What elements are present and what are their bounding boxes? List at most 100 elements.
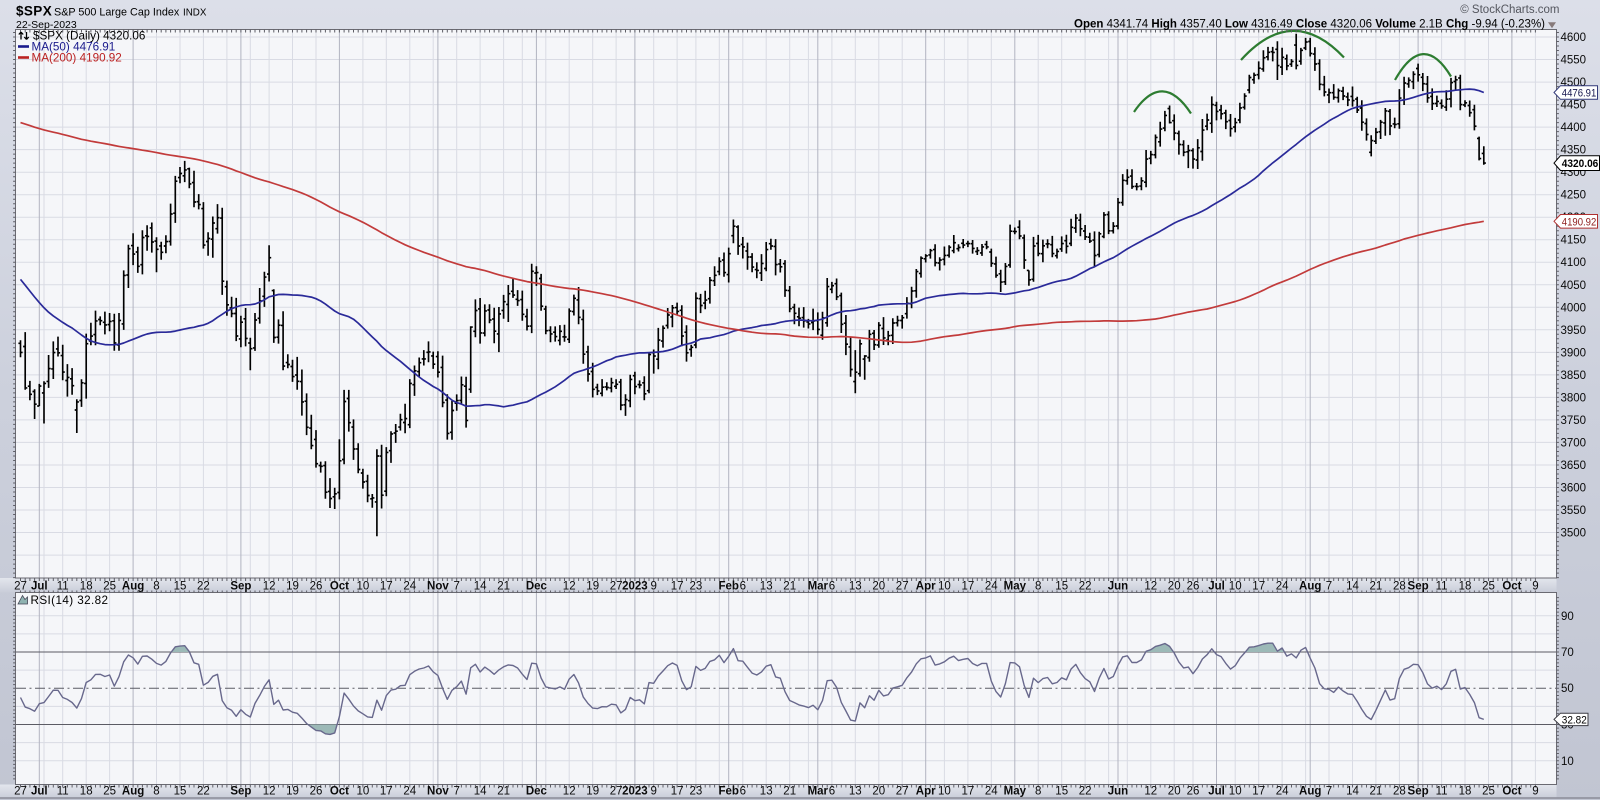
svg-text:17: 17: [962, 581, 975, 593]
svg-text:32.82: 32.82: [1562, 714, 1587, 726]
svg-text:19: 19: [286, 786, 299, 798]
svg-text:8: 8: [153, 786, 159, 798]
svg-text:3950: 3950: [1561, 325, 1587, 337]
svg-text:23: 23: [690, 786, 703, 798]
svg-text:4050: 4050: [1561, 280, 1587, 292]
svg-text:Sep: Sep: [230, 786, 251, 798]
svg-text:19: 19: [286, 581, 299, 593]
svg-text:Sep: Sep: [1408, 786, 1429, 798]
svg-text:8: 8: [1035, 581, 1041, 593]
svg-text:17: 17: [962, 786, 975, 798]
svg-text:RSI(14) 32.82: RSI(14) 32.82: [31, 594, 109, 607]
svg-text:3750: 3750: [1561, 415, 1587, 427]
svg-text:Sep: Sep: [1408, 581, 1429, 593]
svg-text:Jun: Jun: [1108, 581, 1128, 593]
svg-text:21: 21: [497, 786, 510, 798]
svg-text:S&P 500 Large Cap Index: S&P 500 Large Cap Index: [54, 7, 180, 19]
svg-text:27: 27: [896, 581, 909, 593]
svg-text:27: 27: [14, 581, 27, 593]
svg-text:19: 19: [586, 581, 599, 593]
svg-text:Feb: Feb: [718, 786, 738, 798]
svg-text:14: 14: [474, 581, 487, 593]
svg-text:3550: 3550: [1561, 505, 1587, 517]
svg-text:11: 11: [57, 581, 69, 593]
svg-text:Jul: Jul: [1208, 581, 1225, 593]
svg-text:4190.92: 4190.92: [1562, 216, 1597, 228]
svg-text:90: 90: [1561, 611, 1574, 623]
svg-text:18: 18: [80, 786, 93, 798]
svg-text:25: 25: [103, 786, 116, 798]
svg-text:22: 22: [197, 581, 210, 593]
svg-text:Oct: Oct: [1502, 581, 1521, 593]
svg-text:May: May: [1004, 581, 1027, 593]
svg-text:3900: 3900: [1561, 347, 1587, 359]
svg-text:Oct: Oct: [330, 581, 349, 593]
svg-text:4100: 4100: [1561, 257, 1587, 269]
svg-text:3700: 3700: [1561, 437, 1587, 449]
svg-text:20: 20: [1168, 786, 1181, 798]
svg-text:70: 70: [1561, 647, 1574, 659]
svg-text:50: 50: [1561, 683, 1574, 695]
svg-text:23: 23: [690, 581, 703, 593]
svg-text:22: 22: [197, 786, 210, 798]
svg-text:10: 10: [357, 581, 370, 593]
svg-text:15: 15: [174, 581, 187, 593]
svg-text:Aug: Aug: [1299, 786, 1321, 798]
svg-text:3800: 3800: [1561, 392, 1587, 404]
svg-text:12: 12: [263, 581, 276, 593]
svg-text:26: 26: [310, 581, 323, 593]
svg-text:3500: 3500: [1561, 528, 1587, 540]
svg-text:Aug: Aug: [122, 786, 144, 798]
svg-text:Dec: Dec: [526, 786, 548, 798]
svg-text:Aug: Aug: [122, 581, 144, 593]
svg-text:13: 13: [760, 786, 773, 798]
svg-text:Jul: Jul: [31, 786, 48, 798]
svg-text:11: 11: [1436, 581, 1448, 593]
svg-text:Apr: Apr: [916, 786, 936, 798]
svg-text:12: 12: [263, 786, 276, 798]
svg-text:18: 18: [1459, 786, 1472, 798]
svg-text:© StockCharts.com: © StockCharts.com: [1460, 4, 1559, 16]
svg-text:14: 14: [474, 786, 487, 798]
svg-text:17: 17: [380, 786, 393, 798]
svg-text:7: 7: [453, 581, 459, 593]
svg-text:19: 19: [586, 786, 599, 798]
svg-text:26: 26: [1187, 786, 1200, 798]
svg-text:25: 25: [1482, 786, 1495, 798]
svg-text:18: 18: [1459, 581, 1472, 593]
svg-text:10: 10: [938, 581, 951, 593]
svg-text:26: 26: [310, 786, 323, 798]
svg-text:4250: 4250: [1561, 190, 1587, 202]
svg-text:10: 10: [938, 786, 951, 798]
svg-text:17: 17: [671, 786, 684, 798]
svg-text:4476.91: 4476.91: [1562, 88, 1597, 100]
svg-text:27: 27: [896, 786, 909, 798]
svg-text:27: 27: [14, 786, 27, 798]
svg-text:14: 14: [1346, 786, 1359, 798]
svg-text:28: 28: [1393, 786, 1406, 798]
svg-text:3600: 3600: [1561, 483, 1587, 495]
svg-text:7: 7: [1326, 581, 1332, 593]
svg-text:9: 9: [1532, 786, 1538, 798]
svg-text:12: 12: [563, 786, 576, 798]
svg-text:24: 24: [1276, 581, 1289, 593]
svg-text:15: 15: [174, 786, 187, 798]
svg-text:24: 24: [403, 581, 416, 593]
svg-text:8: 8: [1035, 786, 1041, 798]
svg-text:6: 6: [740, 786, 746, 798]
svg-text:21: 21: [783, 786, 796, 798]
svg-text:2023: 2023: [622, 786, 648, 798]
svg-text:21: 21: [1370, 786, 1383, 798]
svg-text:26: 26: [1187, 581, 1200, 593]
svg-text:8: 8: [153, 581, 159, 593]
svg-text:20: 20: [1168, 581, 1181, 593]
svg-text:24: 24: [985, 786, 998, 798]
svg-text:18: 18: [80, 581, 93, 593]
svg-text:Oct: Oct: [1502, 786, 1521, 798]
svg-text:25: 25: [103, 581, 116, 593]
svg-text:Oct: Oct: [330, 786, 349, 798]
svg-text:13: 13: [849, 581, 862, 593]
svg-text:9: 9: [650, 581, 656, 593]
svg-text:15: 15: [1055, 786, 1068, 798]
svg-text:Jun: Jun: [1108, 786, 1128, 798]
